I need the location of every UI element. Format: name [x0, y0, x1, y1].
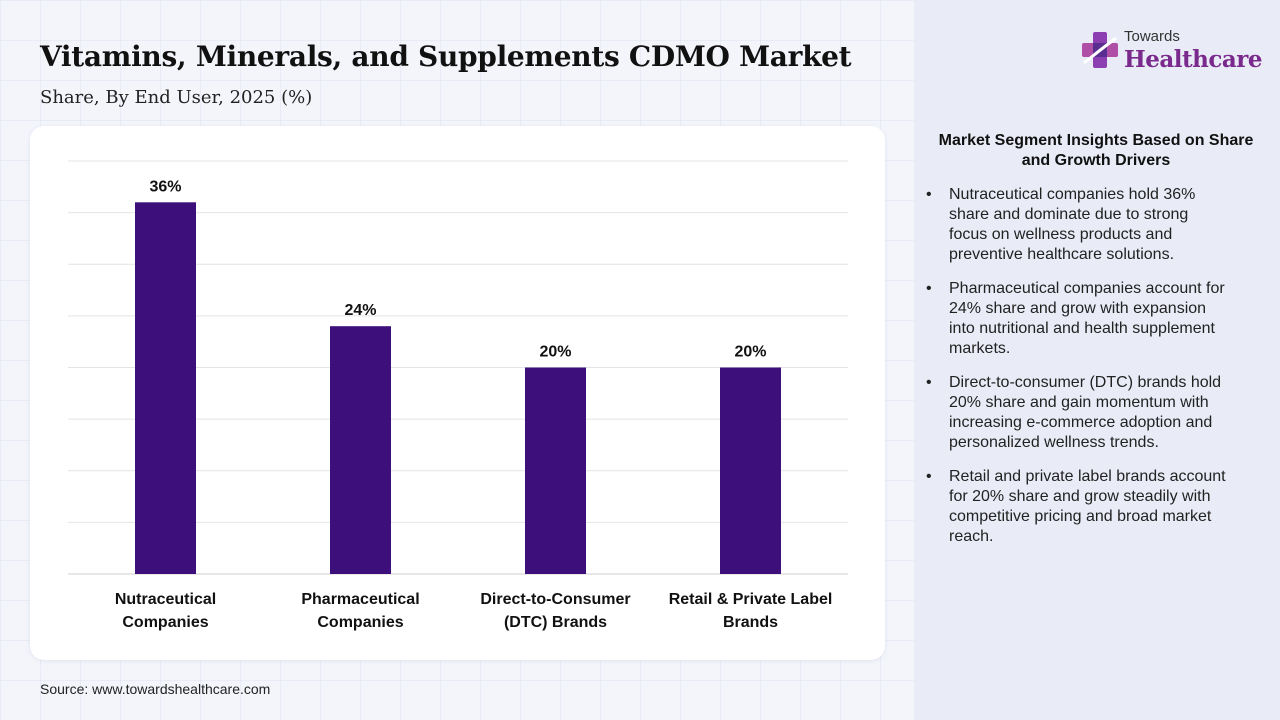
chart-card: 36% Nutraceutical Companies 24% Pharmaceutic… — [30, 126, 885, 660]
data-label: 20% — [734, 344, 766, 361]
insights-section: Market Segment Insights Based on Share a… — [926, 131, 1266, 561]
category-label: Nutraceutical — [115, 591, 216, 608]
category-label: Companies — [317, 614, 403, 631]
insights-panel-background — [914, 0, 1280, 720]
insight-item: Pharmaceutical companies account for 24%… — [926, 279, 1266, 359]
insight-item: Retail and private label brands account … — [926, 467, 1266, 547]
source-note: Source: www.towardshealthcare.com — [40, 681, 271, 697]
data-label: 24% — [344, 302, 376, 319]
insight-item: Direct-to-consumer (DTC) brands hold 20%… — [926, 373, 1266, 453]
category-label: Brands — [723, 614, 778, 631]
bar — [330, 326, 391, 574]
bar-chart: 36% Nutraceutical Companies 24% Pharmaceutic… — [68, 160, 848, 631]
bar — [135, 202, 196, 575]
chart-title: Vitamins, Minerals, and Supplements CDMO… — [40, 40, 852, 73]
insight-item: Nutraceutical companies hold 36% share a… — [926, 185, 1266, 265]
category-label: Direct-to-Consumer — [480, 591, 630, 608]
medical-cross-icon — [1082, 32, 1118, 68]
category-label: Retail & Private Label — [669, 591, 833, 608]
chart-subtitle: Share, By End User, 2025 (%) — [40, 87, 313, 108]
bar — [525, 367, 586, 574]
category-label: (DTC) Brands — [504, 614, 607, 631]
data-label: 36% — [149, 178, 181, 195]
brand-logo: Towards Healthcare — [1080, 26, 1263, 78]
logo-big-text: Healthcare — [1124, 46, 1263, 73]
logo-small-text: Towards — [1124, 28, 1180, 45]
data-label: 20% — [539, 344, 571, 361]
category-label: Companies — [122, 614, 208, 631]
category-label: Pharmaceutical — [301, 591, 419, 608]
bar — [720, 367, 781, 574]
insights-list: Nutraceutical companies hold 36% share a… — [926, 185, 1266, 547]
insights-heading: Market Segment Insights Based on Share a… — [938, 132, 1254, 169]
